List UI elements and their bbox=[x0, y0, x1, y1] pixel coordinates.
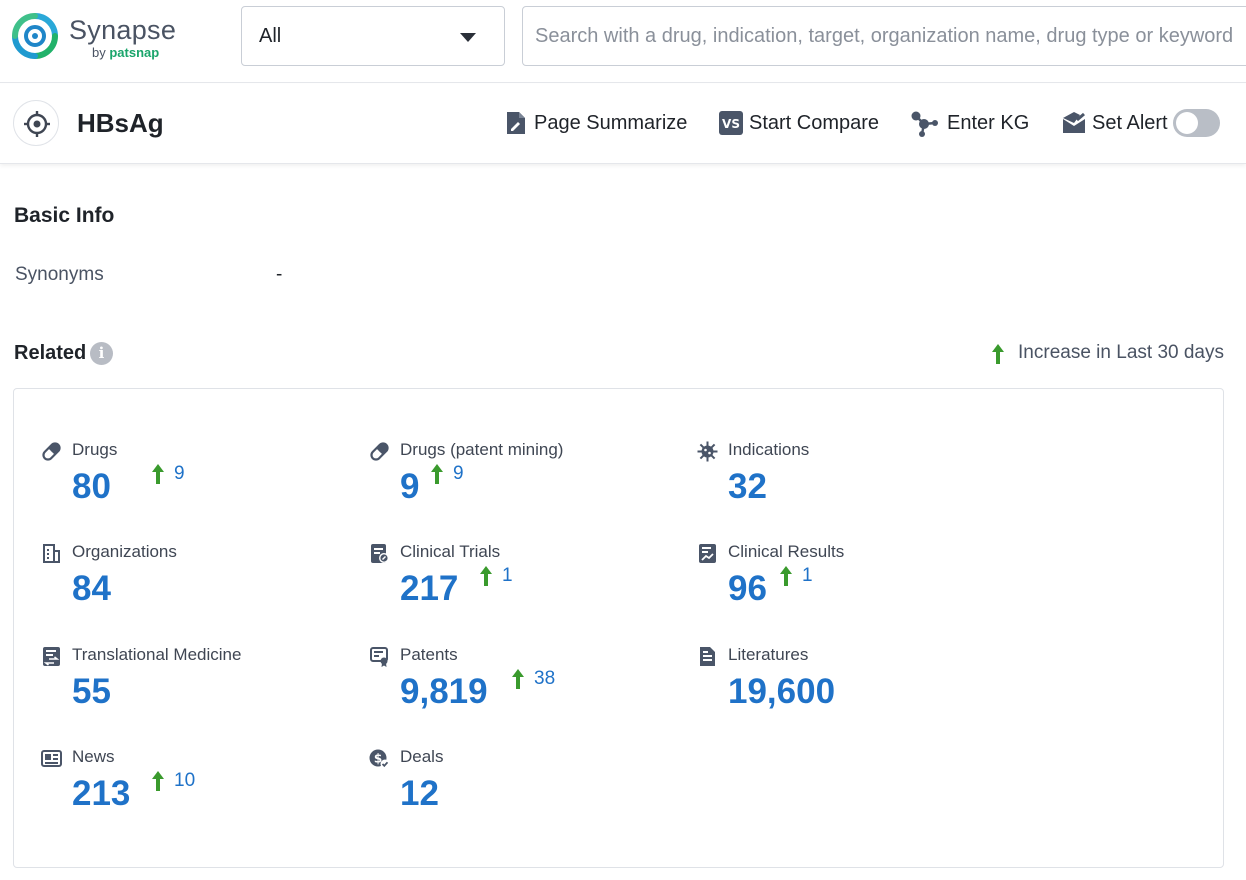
alert-toggle[interactable] bbox=[1173, 109, 1220, 137]
related-item-literatures[interactable]: Literatures 19,600 bbox=[697, 644, 997, 734]
increase-arrow-icon bbox=[511, 668, 525, 690]
info-icon[interactable]: i bbox=[90, 342, 113, 365]
page-title: HBsAg bbox=[77, 108, 164, 139]
top-bar: Synapse by patsnap All bbox=[0, 0, 1246, 83]
related-item-count[interactable]: 32 bbox=[728, 467, 767, 507]
certificate-icon bbox=[369, 646, 390, 667]
target-icon bbox=[24, 111, 50, 137]
related-item-deals[interactable]: $ Deals 12 bbox=[369, 746, 669, 836]
related-item-count[interactable]: 12 bbox=[400, 774, 439, 814]
related-item-label: Drugs bbox=[72, 440, 117, 460]
enter-kg-label: Enter KG bbox=[947, 112, 1029, 135]
synonyms-value: - bbox=[276, 264, 282, 286]
basic-info-heading: Basic Info bbox=[14, 204, 114, 228]
entity-header: HBsAg Page Summarize VS Start Compare En… bbox=[0, 84, 1246, 164]
search-scope-value: All bbox=[259, 25, 281, 48]
caret-down-icon bbox=[460, 33, 476, 42]
increase-arrow-icon bbox=[779, 565, 793, 587]
clipboard-icon bbox=[369, 543, 390, 564]
related-item-indications[interactable]: Indications 32 bbox=[697, 439, 997, 529]
related-item-label: Clinical Results bbox=[728, 542, 844, 562]
increase-arrow-icon bbox=[991, 343, 1005, 365]
search-input[interactable] bbox=[535, 21, 1245, 51]
related-item-label: Indications bbox=[728, 440, 809, 460]
increase-count: 9 bbox=[174, 463, 185, 485]
page-summarize-label: Page Summarize bbox=[534, 112, 687, 135]
search-scope-select[interactable]: All bbox=[241, 6, 505, 66]
related-item-count[interactable]: 9 bbox=[400, 467, 419, 507]
related-item-drugs-patent-mining[interactable]: Drugs (patent mining) 9 9 bbox=[369, 439, 669, 529]
related-item-count[interactable]: 96 bbox=[728, 569, 767, 609]
related-item-count[interactable]: 80 bbox=[72, 467, 111, 507]
document-icon bbox=[697, 646, 718, 667]
compare-icon: VS bbox=[719, 111, 743, 135]
increase-arrow-icon bbox=[151, 463, 165, 485]
related-item-clinical-trials[interactable]: Clinical Trials 217 1 bbox=[369, 541, 669, 631]
related-item-label: Organizations bbox=[72, 542, 177, 562]
increase-count: 1 bbox=[802, 565, 813, 587]
synapse-logo[interactable]: Synapse by patsnap bbox=[12, 13, 172, 63]
increase-count: 38 bbox=[534, 668, 555, 690]
exchange-doc-icon bbox=[41, 646, 62, 667]
increase-count: 10 bbox=[174, 770, 195, 792]
related-item-label: Deals bbox=[400, 747, 443, 767]
start-compare-button[interactable]: VS Start Compare bbox=[719, 110, 884, 138]
related-item-label: Clinical Trials bbox=[400, 542, 500, 562]
synonyms-label: Synonyms bbox=[15, 264, 104, 286]
increase-arrow-icon bbox=[430, 463, 444, 485]
target-badge bbox=[13, 100, 59, 146]
svg-text:VS: VS bbox=[722, 117, 740, 131]
summarize-icon bbox=[505, 111, 527, 135]
virus-icon bbox=[697, 441, 718, 462]
pill-icon bbox=[369, 441, 390, 462]
set-alert-label: Set Alert bbox=[1092, 112, 1168, 135]
newspaper-icon bbox=[41, 748, 62, 769]
building-icon bbox=[41, 543, 62, 564]
related-item-count[interactable]: 55 bbox=[72, 672, 111, 712]
logo-name: Synapse bbox=[69, 15, 176, 46]
increase-count: 1 bbox=[502, 565, 513, 587]
related-item-count[interactable]: 9,819 bbox=[400, 672, 488, 712]
enter-kg-button[interactable]: Enter KG bbox=[910, 110, 1035, 138]
increase-legend: Increase in Last 30 days bbox=[1018, 342, 1224, 364]
related-item-count[interactable]: 213 bbox=[72, 774, 130, 814]
related-item-label: Drugs (patent mining) bbox=[400, 440, 563, 460]
alert-toggle-knob bbox=[1176, 112, 1198, 134]
logo-byline: by patsnap bbox=[92, 45, 159, 60]
related-item-translational-medicine[interactable]: Translational Medicine 55 bbox=[41, 644, 341, 734]
search-box[interactable] bbox=[522, 6, 1246, 66]
related-item-label: Literatures bbox=[728, 645, 808, 665]
start-compare-label: Start Compare bbox=[749, 112, 879, 135]
related-heading: Related bbox=[14, 342, 86, 365]
set-alert-button[interactable]: Set Alert bbox=[1062, 110, 1174, 138]
logo-by: by bbox=[92, 45, 106, 60]
chart-doc-icon bbox=[697, 543, 718, 564]
related-item-count[interactable]: 84 bbox=[72, 569, 111, 609]
deal-icon: $ bbox=[369, 748, 390, 769]
alert-mail-icon bbox=[1062, 111, 1086, 135]
related-item-news[interactable]: News 213 10 bbox=[41, 746, 341, 836]
knowledge-graph-icon bbox=[910, 111, 938, 137]
page-summarize-button[interactable]: Page Summarize bbox=[505, 110, 690, 138]
logo-brand: patsnap bbox=[109, 45, 159, 60]
related-item-patents[interactable]: Patents 9,819 38 bbox=[369, 644, 669, 734]
increase-legend-label: Increase in Last 30 days bbox=[1018, 342, 1224, 363]
related-item-count[interactable]: 19,600 bbox=[728, 672, 835, 712]
increase-arrow-icon bbox=[151, 770, 165, 792]
related-item-organizations[interactable]: Organizations 84 bbox=[41, 541, 341, 631]
increase-count: 9 bbox=[453, 463, 464, 485]
related-item-label: Patents bbox=[400, 645, 458, 665]
related-card: Drugs 80 9 Drugs (patent mining) 9 9 Ind… bbox=[13, 388, 1224, 868]
synapse-logo-icon bbox=[12, 13, 58, 59]
related-item-label: Translational Medicine bbox=[72, 645, 241, 665]
related-item-label: News bbox=[72, 747, 115, 767]
related-item-clinical-results[interactable]: Clinical Results 96 1 bbox=[697, 541, 997, 631]
related-item-drugs[interactable]: Drugs 80 9 bbox=[41, 439, 341, 529]
related-item-count[interactable]: 217 bbox=[400, 569, 458, 609]
increase-arrow-icon bbox=[479, 565, 493, 587]
pill-icon bbox=[41, 441, 62, 462]
